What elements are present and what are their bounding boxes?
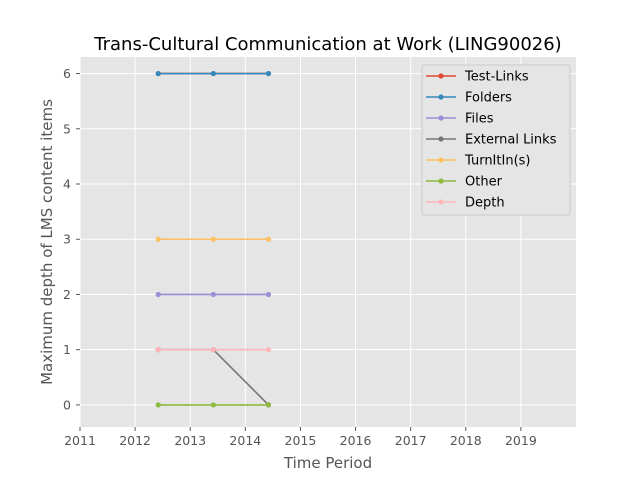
legend-label: Depth [465,196,505,211]
legend-item-depth: Depth [426,196,505,211]
legend-box [421,64,571,216]
x-axis-label: Time Period [283,454,372,472]
series-other [155,402,272,408]
legend-label: Other [465,175,503,190]
y-tick-label: 5 [63,121,71,136]
data-point-other [155,402,161,408]
data-point-files [210,291,216,298]
legend-marker [438,178,444,184]
legend-item-turnitin-s: TurnItIn(s) [426,154,530,169]
series-layer [155,70,272,408]
series-files [155,291,272,298]
legend-marker [438,199,444,205]
y-tick-label: 6 [63,66,71,81]
x-tick-label: 2018 [450,433,482,448]
data-point-folders [210,70,216,77]
series-depth [155,347,272,353]
legend-marker [438,157,444,163]
legend-item-other: Other [426,175,503,190]
legend-label: TurnItIn(s) [464,154,530,169]
series-folders [155,70,272,77]
legend-marker [438,73,444,79]
x-tick-label: 2019 [505,433,537,448]
legend-item-files: Files [426,112,494,127]
legend-marker [438,94,444,100]
legend-marker [438,115,444,121]
data-point-other [265,402,272,408]
x-tick-label: 2015 [285,433,317,448]
y-tick-label: 3 [63,232,71,247]
x-tick-label: 2016 [340,433,372,448]
x-tick-label: 2012 [119,433,151,448]
chart-title: Trans-Cultural Communication at Work (LI… [93,34,561,55]
legend-item-external-links: External Links [426,133,557,148]
data-point-files [265,291,272,298]
data-point-turnitin-s [265,236,272,242]
x-tick-label: 2014 [229,433,261,448]
legend-label: Test-Links [464,70,529,85]
data-point-folders [155,70,161,77]
data-point-files [155,291,161,298]
x-tick-label: 2011 [64,433,96,448]
legend-marker [438,136,444,142]
y-tick-label: 4 [63,177,71,192]
y-tick-label: 0 [63,397,71,412]
x-tick-label: 2013 [174,433,206,448]
x-tick-label: 2017 [395,433,427,448]
series-turnitin-s [155,236,272,242]
data-point-other [210,402,216,408]
y-tick-label: 2 [63,287,71,302]
legend-label: Folders [465,91,512,106]
data-point-depth [155,347,161,353]
data-point-turnitin-s [155,236,161,242]
y-axis-label: Maximum depth of LMS content items [38,99,56,385]
data-point-depth [210,347,216,353]
data-point-depth [265,347,272,353]
y-axis-ticks: 0 1 2 3 4 5 6 [63,66,80,412]
legend-item-test-links: Test-Links [426,70,529,85]
data-point-turnitin-s [210,236,216,242]
data-point-folders [265,70,272,77]
y-tick-label: 1 [63,342,71,357]
x-axis-ticks: 2011 2012 2013 2014 2015 2016 2017 2018 2019 [64,427,537,448]
legend: Test-Links Folders Files External Links Turn… [421,64,571,216]
legend-label: External Links [465,133,557,148]
legend-item-folders: Folders [426,91,512,106]
legend-label: Files [465,112,494,127]
